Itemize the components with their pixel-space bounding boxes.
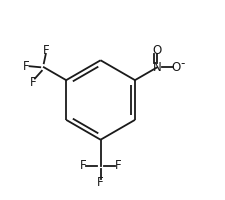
Text: O: O — [153, 44, 162, 57]
Text: O: O — [172, 61, 181, 74]
Text: N: N — [153, 61, 162, 74]
Text: F: F — [29, 76, 36, 89]
Text: F: F — [23, 60, 29, 73]
Text: F: F — [79, 159, 86, 172]
Text: -: - — [180, 57, 184, 70]
Text: F: F — [115, 159, 122, 172]
Text: F: F — [43, 44, 49, 57]
Text: F: F — [97, 176, 104, 189]
